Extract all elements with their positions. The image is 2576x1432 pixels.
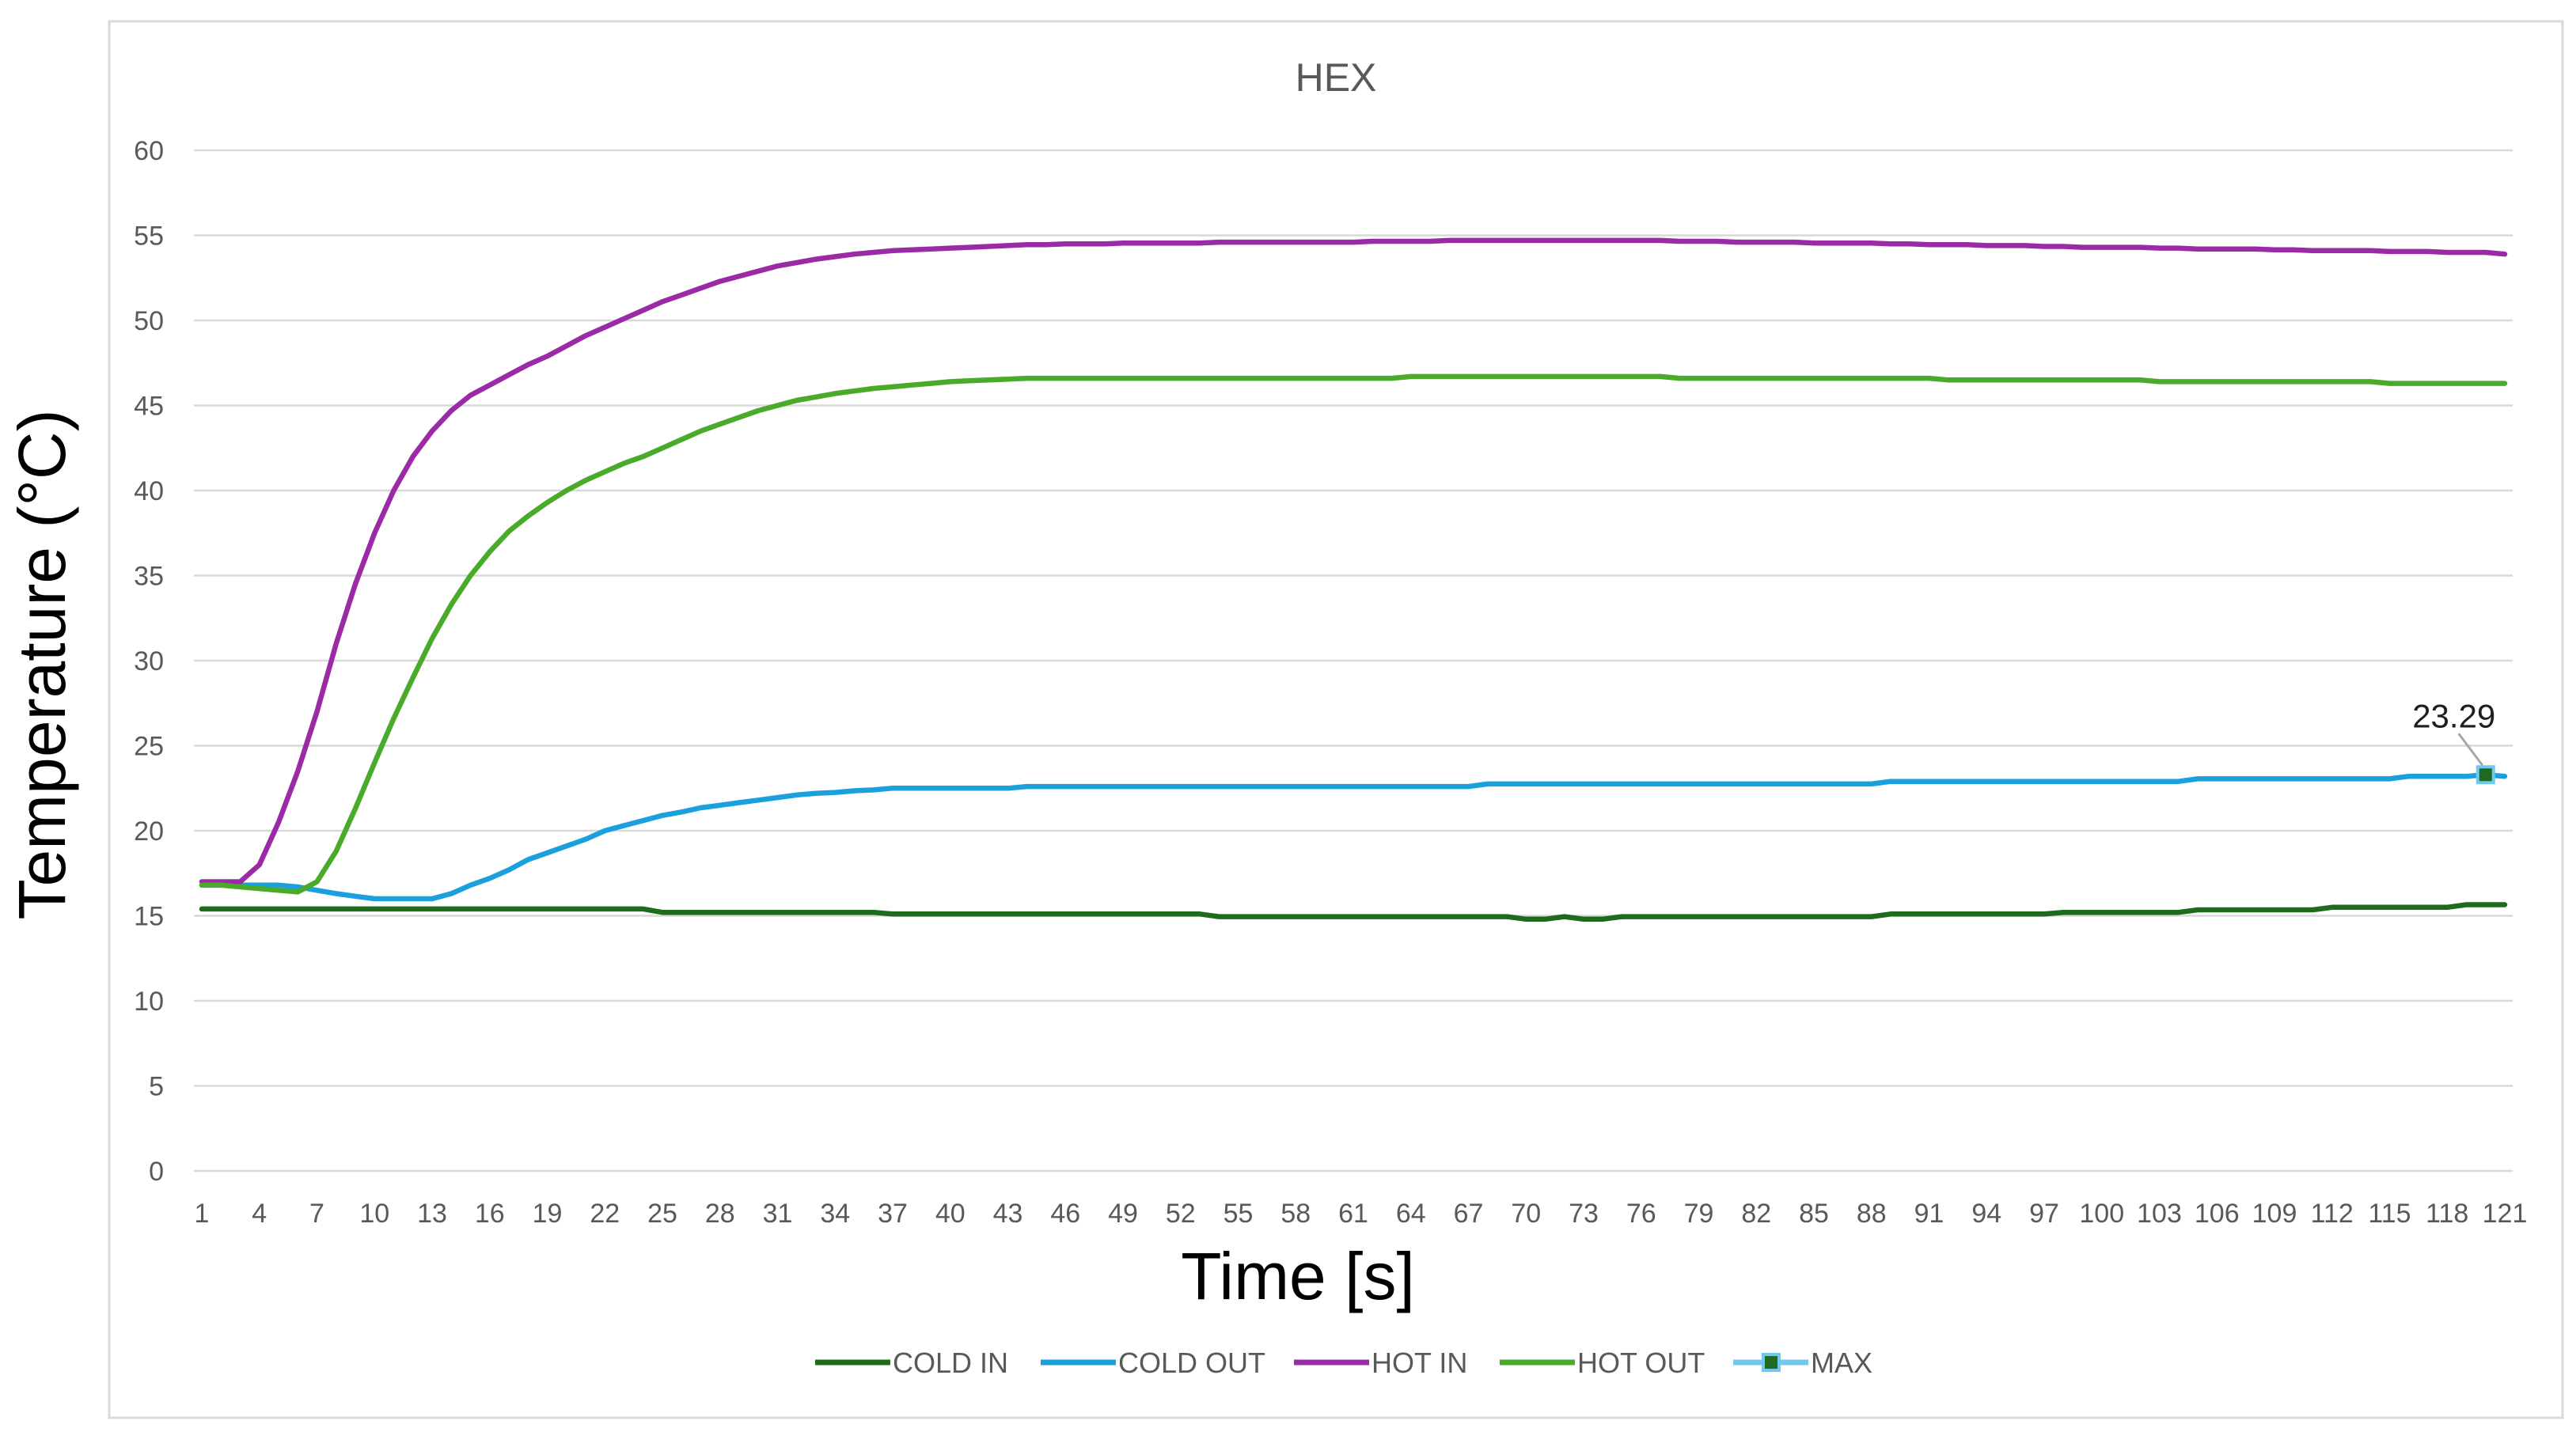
- y-tick-label: 30: [134, 646, 164, 676]
- data-label-leader: [2457, 733, 2483, 767]
- y-tick-label: 55: [134, 222, 164, 252]
- y-tick-label: 15: [134, 902, 164, 932]
- x-tick-label: 52: [1166, 1199, 1196, 1229]
- x-tick-label: 10: [359, 1199, 389, 1229]
- legend-marker-max: [1762, 1353, 1781, 1372]
- x-tick-label: 112: [2311, 1199, 2354, 1229]
- chart-area: [108, 20, 2564, 1419]
- x-tick-label: 82: [1741, 1199, 1771, 1229]
- x-tick-label: 25: [647, 1199, 677, 1229]
- y-tick-label: 25: [134, 732, 164, 762]
- x-tick-label: 61: [1338, 1199, 1368, 1229]
- x-tick-label: 79: [1684, 1199, 1714, 1229]
- x-tick-label: 58: [1280, 1199, 1311, 1229]
- x-tick-label: 100: [2079, 1199, 2124, 1229]
- x-tick-label: 118: [2426, 1199, 2468, 1229]
- x-tick-label: 55: [1224, 1199, 1254, 1229]
- y-tick-label: 35: [134, 562, 164, 592]
- legend: COLD IN COLD OUT HOT IN HOT OUT MAX: [815, 1347, 1872, 1379]
- y-tick-label: 10: [134, 987, 164, 1017]
- x-tick-label: 67: [1454, 1199, 1484, 1229]
- x-axis-title: Time [s]: [1181, 1239, 1415, 1313]
- x-tick-label: 94: [1971, 1199, 2001, 1229]
- x-tick-label: 28: [705, 1199, 735, 1229]
- x-tick-label: 88: [1857, 1199, 1887, 1229]
- x-tick-label: 121: [2483, 1199, 2528, 1229]
- x-tick-label: 16: [475, 1199, 505, 1229]
- series-line-cold-in: [199, 902, 2508, 922]
- x-tick-label: 43: [993, 1199, 1023, 1229]
- x-tick-label: 91: [1914, 1199, 1944, 1229]
- x-tick-label: 31: [763, 1199, 793, 1229]
- x-tick-label: 64: [1396, 1199, 1426, 1229]
- x-tick-label: 13: [417, 1199, 447, 1229]
- chart-title: HEX: [1296, 55, 1377, 100]
- series-group: [199, 237, 2508, 922]
- legend-label-hot-out: HOT OUT: [1577, 1347, 1705, 1379]
- y-tick-label: 5: [149, 1072, 164, 1102]
- x-tick-label: 34: [820, 1199, 850, 1229]
- y-tick-label: 0: [149, 1157, 164, 1187]
- x-tick-label: 76: [1626, 1199, 1656, 1229]
- x-tick-label: 85: [1799, 1199, 1829, 1229]
- max-marker-group: 23.29: [2412, 697, 2495, 785]
- x-tick-label: 22: [590, 1199, 620, 1229]
- y-axis-ticks: 0 5 10 15 20 25 30 35 40 45 50 55 60: [134, 136, 164, 1187]
- series-line-hot-out: [199, 373, 2508, 895]
- x-tick-label: 37: [878, 1199, 908, 1229]
- y-axis-title: Temperature (°C): [5, 409, 79, 919]
- y-tick-label: 40: [134, 476, 164, 506]
- legend-label-cold-in: COLD IN: [893, 1347, 1008, 1379]
- series-line-cold-out: [199, 772, 2508, 902]
- x-tick-label: 4: [252, 1199, 267, 1229]
- gridlines: [194, 149, 2513, 1172]
- max-marker: [2475, 765, 2495, 785]
- x-tick-label: 19: [533, 1199, 563, 1229]
- y-tick-label: 20: [134, 816, 164, 847]
- x-tick-label: 106: [2195, 1199, 2240, 1229]
- x-axis-ticks: 1 4 7 10 13 16 19 22 25 28 31 34 37 40 43 46 49 52 55 58 61 6…: [195, 1199, 2528, 1229]
- legend-label-max: MAX: [1811, 1347, 1872, 1379]
- x-tick-label: 103: [2137, 1199, 2182, 1229]
- x-tick-label: 115: [2368, 1199, 2411, 1229]
- series-line-hot-in: [199, 237, 2508, 885]
- x-tick-label: 7: [309, 1199, 324, 1229]
- legend-label-hot-in: HOT IN: [1371, 1347, 1467, 1379]
- max-data-label: 23.29: [2412, 697, 2495, 734]
- x-tick-label: 46: [1050, 1199, 1080, 1229]
- x-tick-label: 97: [2029, 1199, 2059, 1229]
- y-tick-label: 60: [134, 136, 164, 166]
- x-tick-label: 1: [195, 1199, 210, 1229]
- y-tick-label: 45: [134, 392, 164, 422]
- x-tick-label: 49: [1108, 1199, 1138, 1229]
- x-tick-label: 40: [935, 1199, 966, 1229]
- y-tick-label: 50: [134, 306, 164, 336]
- x-tick-label: 109: [2252, 1199, 2297, 1229]
- x-tick-label: 73: [1569, 1199, 1599, 1229]
- x-tick-label: 70: [1511, 1199, 1541, 1229]
- legend-label-cold-out: COLD OUT: [1118, 1347, 1265, 1379]
